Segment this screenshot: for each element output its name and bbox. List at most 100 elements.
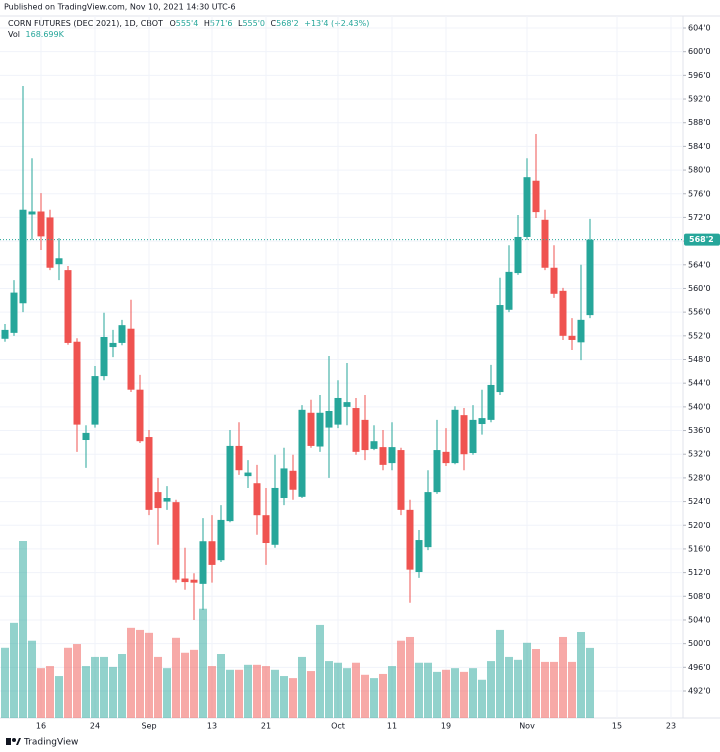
x-tick-label: Sep <box>141 722 156 731</box>
volume-bar <box>19 541 27 718</box>
candle-body <box>271 487 279 545</box>
volume-bar <box>370 678 378 718</box>
candle-body <box>496 305 504 393</box>
volume-bar <box>172 637 180 718</box>
volume-bar <box>253 664 261 718</box>
volume-bar <box>145 632 153 718</box>
volume-bar <box>235 669 243 718</box>
volume-bar <box>442 669 450 718</box>
volume-bar <box>37 668 45 718</box>
legend-line: CORN FUTURES (DEC 2021), 1D, CBOT O555'4… <box>8 19 369 28</box>
y-tick-label: 588'0 <box>688 118 711 127</box>
x-tick-label: 24 <box>90 722 100 731</box>
candle-body <box>478 418 486 425</box>
candle-body <box>442 451 450 464</box>
logo-part <box>16 738 21 745</box>
candle-body <box>505 271 513 310</box>
volume-bar <box>532 649 540 718</box>
x-tick-label: 19 <box>441 722 451 731</box>
y-tick-label: 556'0 <box>688 308 711 317</box>
volume-bar <box>478 679 486 718</box>
y-tick-label: 512'0 <box>688 568 711 577</box>
candle-body <box>217 519 225 561</box>
candle-body <box>253 483 261 516</box>
volume-bar <box>388 666 396 718</box>
x-tick-label: 13 <box>207 722 217 731</box>
candle-body <box>325 411 333 428</box>
volume-bar <box>307 671 315 718</box>
volume-bar <box>433 671 441 718</box>
candle-body <box>568 335 576 340</box>
volume-bar <box>577 631 585 718</box>
x-tick-label: 15 <box>612 722 622 731</box>
candle-body <box>172 502 180 580</box>
footer-logo <box>6 738 21 745</box>
volume-bar <box>280 676 288 718</box>
x-tick-label: Oct <box>331 722 345 731</box>
y-tick-label: 492'0 <box>688 687 711 696</box>
volume-bar <box>181 652 189 718</box>
candle-body <box>514 236 522 274</box>
ohlc-key: L <box>238 19 243 28</box>
volume-value: 168.699K <box>26 30 65 39</box>
volume-bar <box>424 662 432 718</box>
volume-bar <box>136 629 144 718</box>
candle-body <box>10 292 18 333</box>
candle-body <box>91 376 99 425</box>
volume-bar <box>217 654 225 718</box>
volume-bar <box>271 669 279 718</box>
volume-bar <box>406 636 414 718</box>
y-tick-label: 592'0 <box>688 95 711 104</box>
volume-bar <box>559 636 567 718</box>
candle-body <box>316 412 324 447</box>
candle-body <box>262 515 270 544</box>
y-tick-label: 600'0 <box>688 47 711 56</box>
x-tick-label: 21 <box>261 722 271 731</box>
candle-body <box>433 450 441 493</box>
volume-bar <box>289 678 297 718</box>
candle-body <box>154 492 162 509</box>
volume-bar <box>379 673 387 718</box>
published-note: Published on TradingView.com, Nov 10, 20… <box>4 3 236 12</box>
volume-bar <box>586 647 594 718</box>
y-tick-label: 508'0 <box>688 592 711 601</box>
y-tick-label: 564'0 <box>688 260 711 269</box>
last-price-box <box>684 233 720 246</box>
candle-body <box>307 412 315 446</box>
candle-body <box>397 450 405 510</box>
candle-body <box>145 437 153 510</box>
y-tick-label: 580'0 <box>688 166 711 175</box>
candle-body <box>289 470 297 490</box>
y-tick-label: 504'0 <box>688 615 711 624</box>
candle-body <box>244 472 252 477</box>
candle-body <box>361 419 369 451</box>
volume-bar <box>487 661 495 718</box>
logo-part <box>12 738 16 742</box>
volume-bar <box>496 629 504 718</box>
volume-legend: Vol 168.699K <box>8 30 65 39</box>
candle-body <box>181 578 189 583</box>
candle-body <box>226 445 234 522</box>
candle-body <box>343 402 351 407</box>
volume-bar <box>109 666 117 718</box>
volume-bar <box>55 676 63 718</box>
volume-bar <box>82 666 90 718</box>
volume-bar <box>334 662 342 718</box>
candle-body <box>73 341 81 425</box>
volume-bar <box>118 654 126 718</box>
volume-bar <box>127 627 135 718</box>
volume-bar <box>415 662 423 718</box>
candle-body <box>28 211 36 215</box>
x-tick-label: 23 <box>666 722 676 731</box>
candle-body <box>1 329 9 339</box>
y-tick-label: 552'0 <box>688 331 711 340</box>
volume-bar <box>1 647 9 718</box>
volume-key: Vol <box>8 30 20 39</box>
candle-body <box>586 239 594 316</box>
y-tick-label: 516'0 <box>688 544 711 553</box>
ohlc-value: 568'2 <box>276 19 299 28</box>
volume-bar <box>523 642 531 718</box>
candle-body <box>235 445 243 471</box>
candle-body <box>487 384 495 420</box>
